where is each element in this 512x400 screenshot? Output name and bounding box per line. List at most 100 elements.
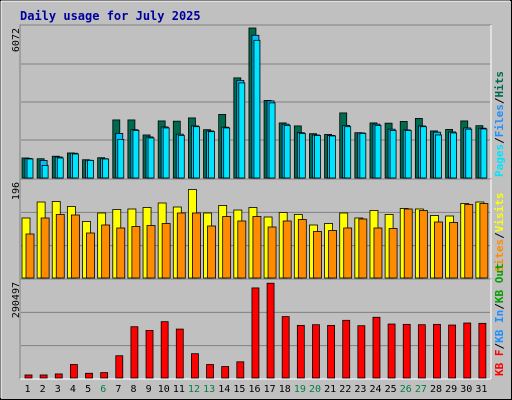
bar-kb-f-day-27 bbox=[417, 324, 426, 379]
bar-kb-f-day-11 bbox=[175, 328, 184, 379]
bar-kb-f-day-10 bbox=[160, 321, 169, 379]
bar-kb-f-day-30 bbox=[463, 322, 472, 379]
bar-pages-day-5 bbox=[87, 160, 94, 179]
bar-pages-day-22 bbox=[344, 126, 352, 179]
bar-kb-f-day-16 bbox=[251, 287, 260, 379]
x-tick-label-day-15: 15 bbox=[233, 384, 245, 395]
x-tick-label-day-22: 22 bbox=[339, 384, 351, 395]
x-tick-label-day-21: 21 bbox=[324, 384, 336, 395]
bar-pages-day-11 bbox=[177, 135, 185, 179]
bar-kb-f-day-4 bbox=[69, 364, 78, 379]
x-tick-label-day-12: 12 bbox=[188, 384, 200, 395]
bar-sites-day-12 bbox=[192, 212, 201, 279]
bar-sites-day-28 bbox=[434, 221, 443, 279]
bar-pages-day-30 bbox=[465, 128, 473, 179]
bar-sites-day-24 bbox=[373, 227, 383, 279]
x-axis-day-labels: 1 2 3 4 5 6 7 8 9 10 11 12 13 14 15 16 17 18 19 20 21 22 23 24 2… bbox=[25, 384, 488, 395]
panel-legend: Pages/Files/Hits bbox=[493, 71, 506, 177]
legend-item-sites: Sites bbox=[493, 239, 506, 272]
bar-sites-day-10 bbox=[161, 223, 171, 279]
bar-pages-day-26 bbox=[404, 130, 412, 179]
bar-sites-day-1 bbox=[25, 233, 35, 279]
bar-kb-f-day-9 bbox=[145, 330, 154, 379]
bar-sites-day-21 bbox=[328, 230, 337, 279]
x-tick-label-day-1: 1 bbox=[25, 384, 31, 395]
bar-pages-day-18 bbox=[283, 125, 291, 179]
bar-sites-day-4 bbox=[70, 214, 80, 279]
y-axis-max-label: 6072 bbox=[11, 28, 22, 52]
bar-kb-f-day-29 bbox=[448, 324, 457, 379]
bar-pages-day-15 bbox=[238, 82, 246, 179]
bar-kb-f-day-5 bbox=[85, 372, 93, 379]
legend-item-visits: Visits bbox=[493, 193, 506, 233]
x-tick-label-day-16: 16 bbox=[248, 384, 260, 395]
bar-kb-f-day-15 bbox=[236, 361, 245, 379]
legend-item-kb-in: KB In bbox=[493, 310, 506, 343]
x-tick-label-day-2: 2 bbox=[40, 384, 46, 395]
x-tick-label-day-28: 28 bbox=[430, 384, 442, 395]
chart-title: Daily usage for July 2025 bbox=[20, 9, 201, 23]
legend-separator: / bbox=[493, 232, 506, 239]
bar-kb-f-day-2 bbox=[39, 374, 48, 379]
bar-pages-day-7 bbox=[117, 139, 125, 179]
x-tick-label-day-30: 30 bbox=[460, 384, 472, 395]
bar-kb-f-day-21 bbox=[327, 324, 335, 379]
y-axis-max-label: 196 bbox=[11, 182, 22, 200]
bar-sites-day-23 bbox=[358, 218, 368, 279]
x-tick-label-day-6: 6 bbox=[100, 384, 106, 395]
bar-kb-f-day-26 bbox=[402, 323, 411, 379]
bar-kb-f-day-13 bbox=[206, 364, 214, 379]
bar-sites-day-26 bbox=[403, 208, 413, 279]
bar-pages-day-31 bbox=[480, 128, 488, 179]
bar-sites-day-15 bbox=[237, 220, 247, 279]
bar-pages-day-1 bbox=[26, 158, 34, 179]
legend-item-pages: Pages bbox=[493, 144, 506, 177]
x-tick-label-day-23: 23 bbox=[354, 384, 366, 395]
bar-pages-day-12 bbox=[193, 126, 200, 179]
bar-kb-f-day-28 bbox=[433, 323, 441, 379]
bar-sites-day-7 bbox=[116, 227, 126, 279]
panel-visits-sites: 196 Sites/Visits bbox=[11, 178, 506, 280]
bar-kb-f-day-3 bbox=[54, 373, 63, 379]
bar-kb-f-day-17 bbox=[266, 282, 275, 379]
legend-item-kb-out: KB Out bbox=[493, 263, 506, 303]
x-tick-label-day-31: 31 bbox=[475, 384, 487, 395]
bar-sites-day-6 bbox=[101, 224, 111, 279]
x-tick-label-day-4: 4 bbox=[70, 384, 76, 395]
bar-pages-day-10 bbox=[162, 127, 170, 179]
bar-sites-day-29 bbox=[449, 222, 459, 279]
bar-pages-day-27 bbox=[419, 126, 427, 179]
x-tick-label-day-8: 8 bbox=[130, 384, 136, 395]
bar-pages-day-9 bbox=[147, 137, 155, 179]
bar-sites-day-9 bbox=[146, 225, 156, 279]
panel-legend: KB F/KB In/KB Out bbox=[493, 263, 506, 376]
bar-sites-day-2 bbox=[40, 217, 50, 279]
x-tick-label-day-3: 3 bbox=[55, 384, 61, 395]
x-tick-label-day-17: 17 bbox=[264, 384, 276, 395]
bar-kb-f-day-19 bbox=[296, 324, 305, 379]
bar-kb-f-day-14 bbox=[221, 366, 230, 379]
legend-item-kb-f: KB F bbox=[493, 350, 506, 377]
bar-kb-f-day-22 bbox=[342, 319, 351, 379]
bar-kb-f-day-1 bbox=[24, 374, 33, 379]
bar-kb-f-day-24 bbox=[372, 316, 381, 379]
bar-sites-day-16 bbox=[252, 216, 262, 279]
legend-item-files: Files bbox=[493, 104, 506, 137]
bar-sites-day-5 bbox=[86, 232, 95, 279]
bar-sites-day-13 bbox=[207, 225, 216, 279]
bar-sites-day-17 bbox=[267, 226, 277, 279]
bar-pages-day-14 bbox=[223, 127, 231, 179]
bar-sites-day-8 bbox=[131, 226, 141, 279]
chart-panels: 6072Pages/Files/Hits196Sites/Visits29049… bbox=[11, 24, 506, 380]
x-tick-label-day-25: 25 bbox=[385, 384, 397, 395]
bar-sites-day-20 bbox=[313, 231, 322, 279]
bar-kb-f-day-12 bbox=[191, 353, 199, 379]
bar-pages-day-21 bbox=[329, 135, 336, 179]
legend-separator: / bbox=[493, 343, 506, 350]
x-tick-label-day-5: 5 bbox=[85, 384, 91, 395]
x-tick-label-day-9: 9 bbox=[146, 384, 152, 395]
bar-pages-day-20 bbox=[314, 135, 321, 179]
